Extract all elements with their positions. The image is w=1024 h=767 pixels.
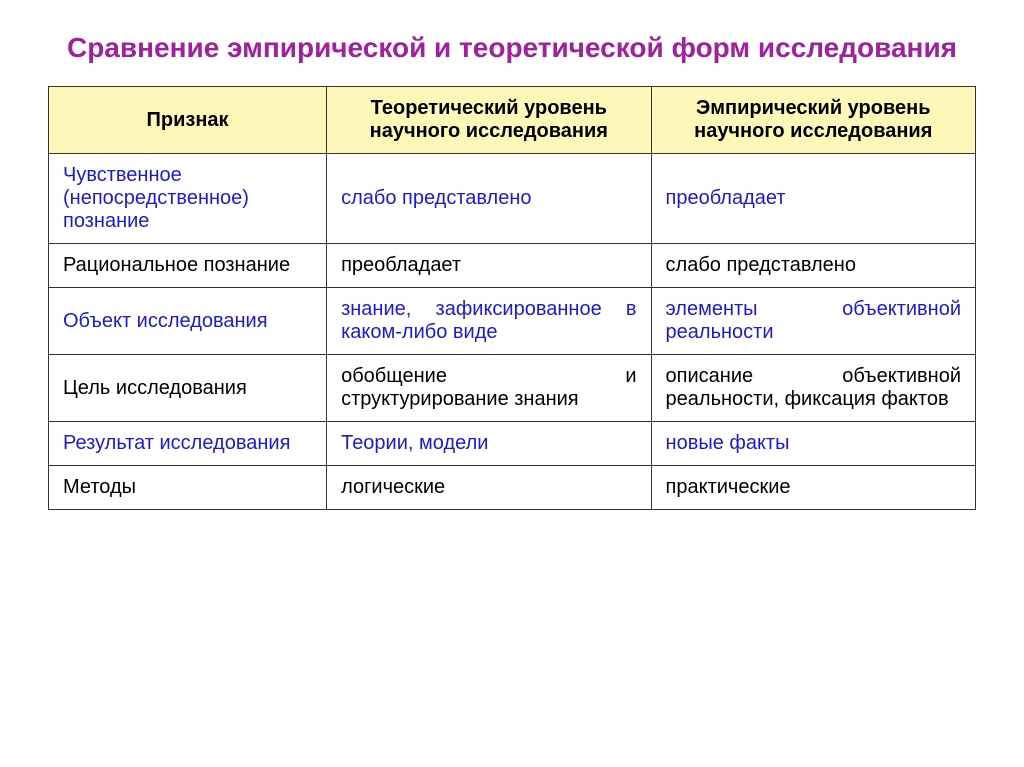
table-row: Чувственное (непосредственное) познаниес…: [49, 154, 976, 244]
table-cell: описание объективной реальности, фиксаци…: [651, 355, 975, 422]
table-cell: логические: [327, 466, 651, 510]
table-row: Объект исследованиязнание, зафиксированн…: [49, 288, 976, 355]
table-cell: преобладает: [651, 154, 975, 244]
header-cell-1: Теоретический уровень научного исследова…: [327, 87, 651, 154]
table-cell: Объект исследования: [49, 288, 327, 355]
table-row: Цель исследованияобобщение и структуриро…: [49, 355, 976, 422]
table-cell: слабо представлено: [327, 154, 651, 244]
table-cell: Рациональное познание: [49, 244, 327, 288]
table-cell: элементы объективной реальности: [651, 288, 975, 355]
table-cell: Результат исследования: [49, 422, 327, 466]
table-cell: Цель исследования: [49, 355, 327, 422]
table-cell: Чувственное (непосредственное) познание: [49, 154, 327, 244]
table-cell: Методы: [49, 466, 327, 510]
table-cell: слабо представлено: [651, 244, 975, 288]
header-cell-2: Эмпирический уровень научного исследован…: [651, 87, 975, 154]
table-row: Методылогическиепрактические: [49, 466, 976, 510]
table-cell: знание, зафиксированное в каком-либо вид…: [327, 288, 651, 355]
table-cell: обобщение и структурирование знания: [327, 355, 651, 422]
table-cell: практические: [651, 466, 975, 510]
table-cell: новые факты: [651, 422, 975, 466]
comparison-table: Признак Теоретический уровень научного и…: [48, 86, 976, 510]
slide-title: Сравнение эмпирической и теоретической ф…: [48, 30, 976, 66]
table-row: Результат исследованияТеории, моделиновы…: [49, 422, 976, 466]
header-row: Признак Теоретический уровень научного и…: [49, 87, 976, 154]
header-cell-0: Признак: [49, 87, 327, 154]
table-cell: преобладает: [327, 244, 651, 288]
table-row: Рациональное познаниепреобладаетслабо пр…: [49, 244, 976, 288]
table-cell: Теории, модели: [327, 422, 651, 466]
